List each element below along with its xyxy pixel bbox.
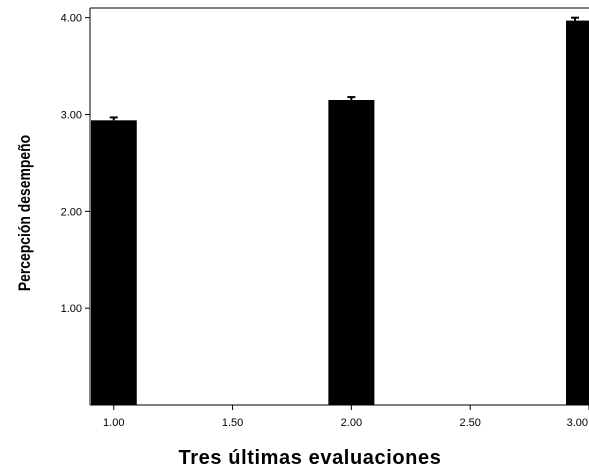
bars-group bbox=[91, 20, 589, 406]
y-tick-label: 4.00 bbox=[61, 13, 82, 25]
y-axis-title: Percepción desempeño bbox=[16, 135, 35, 291]
x-tick-label: 1.50 bbox=[222, 417, 243, 429]
error-bars-group bbox=[109, 16, 579, 121]
y-tick-label: 3.00 bbox=[61, 110, 82, 122]
y-tick-label: 2.00 bbox=[61, 206, 82, 218]
y-tick-label: 1.00 bbox=[61, 303, 82, 315]
bar bbox=[91, 120, 137, 405]
x-tick-label: 1.00 bbox=[103, 417, 124, 429]
bar bbox=[328, 99, 375, 406]
y-axis: 1.00 2.00 3.00 4.00 bbox=[61, 13, 90, 315]
x-tick-label: 3.00 bbox=[567, 417, 588, 429]
x-axis: 1.00 1.50 2.00 2.50 3.00 bbox=[103, 405, 589, 429]
x-axis-title: Tres últimas evaluaciones bbox=[179, 447, 442, 468]
x-tick-label: 2.00 bbox=[341, 417, 362, 429]
bar bbox=[566, 20, 589, 406]
x-tick-label: 2.50 bbox=[459, 417, 480, 429]
